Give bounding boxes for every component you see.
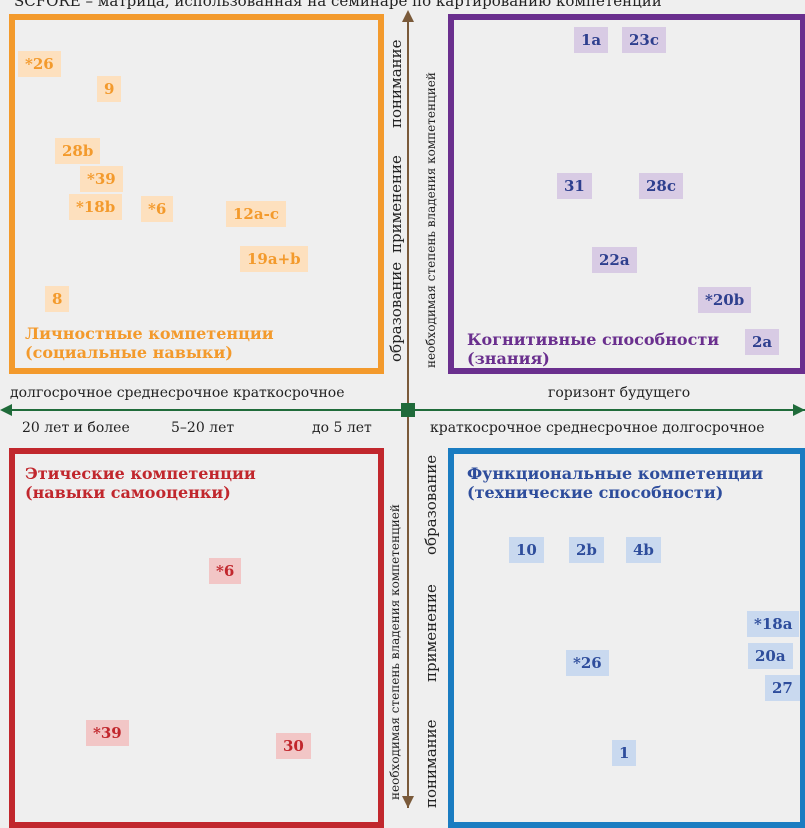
- quadrant-cognitive-title: Когнитивные способности (знания): [467, 330, 720, 368]
- years-label-under5: до 5 лет: [312, 420, 372, 436]
- quadrant-cognitive: [448, 14, 805, 374]
- competency-tag: 27: [765, 675, 800, 701]
- competency-tag: 12a-c: [226, 201, 286, 227]
- competency-tag: 31: [557, 173, 592, 199]
- quadrant-ethical-title: Этические компетенции (навыки самооценки…: [25, 464, 256, 502]
- competency-tag: 30: [276, 733, 311, 759]
- competency-tag: 20a: [748, 643, 793, 669]
- horizon-title: горизонт будущего: [548, 385, 691, 401]
- competency-degree-label-top: необходимая степень владения компетенцие…: [424, 72, 438, 368]
- competency-tag: *6: [209, 558, 242, 584]
- competency-tag: *39: [80, 166, 123, 192]
- years-label-20plus: 20 лет и более: [22, 420, 130, 436]
- competency-tag: 28b: [55, 138, 101, 164]
- quadrant-personal-title: Личностные компетенции (социальные навык…: [25, 324, 274, 362]
- competency-tag: 9: [97, 76, 122, 102]
- level-education-top: образование: [387, 261, 405, 362]
- quadrant-personal: [9, 14, 384, 374]
- competency-tag: 1: [612, 740, 637, 766]
- figure-caption: SCFORE – матрица, использованная на семи…: [14, 0, 662, 10]
- competency-tag: 4b: [626, 537, 661, 563]
- quadrant-functional: [448, 448, 805, 828]
- competency-tag: 2a: [745, 329, 780, 355]
- competency-tag: *26: [18, 51, 61, 77]
- competency-tag: 2b: [569, 537, 604, 563]
- competency-tag: *6: [141, 196, 174, 222]
- arrow-up-icon: [402, 10, 414, 22]
- competency-tag: 8: [45, 286, 70, 312]
- horizon-terms-left: долгосрочное среднесрочное краткосрочное: [10, 385, 345, 401]
- quadrant-functional-title: Функциональные компетенции (технические …: [467, 464, 764, 502]
- quadrant-ethical: [9, 448, 384, 828]
- arrow-down-icon: [402, 796, 414, 808]
- competency-tag: 23c: [622, 27, 667, 53]
- competency-tag: *18b: [69, 194, 123, 220]
- competency-tag: 28c: [639, 173, 684, 199]
- years-label-5-20: 5–20 лет: [171, 420, 235, 436]
- competency-tag: *26: [566, 650, 609, 676]
- competency-tag: *18a: [747, 611, 800, 637]
- level-application-bottom: применение: [422, 584, 440, 682]
- axis-origin-marker: [401, 403, 415, 417]
- level-understanding-bottom: понимание: [422, 719, 440, 808]
- level-education-bottom: образование: [422, 454, 440, 555]
- competency-tag: 10: [509, 537, 544, 563]
- arrow-right-icon: [793, 404, 805, 416]
- horizon-terms-right: краткосрочное среднесрочное долгосрочное: [430, 420, 765, 436]
- competency-tag: *20b: [698, 287, 752, 313]
- competency-tag: *39: [86, 720, 129, 746]
- competency-degree-label-bottom: необходимая степень владения компетенцие…: [388, 504, 402, 800]
- competency-tag: 22a: [592, 247, 637, 273]
- competency-tag: 19a+b: [240, 246, 308, 272]
- level-application-top: применение: [387, 155, 405, 253]
- competency-tag: 1a: [574, 27, 609, 53]
- level-understanding-top: понимание: [387, 39, 405, 128]
- arrow-left-icon: [0, 404, 12, 416]
